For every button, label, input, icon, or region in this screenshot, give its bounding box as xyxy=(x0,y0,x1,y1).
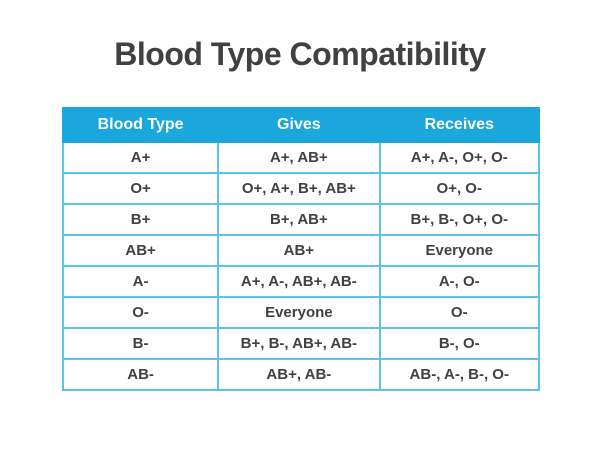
column-header-blood-type: Blood Type xyxy=(61,107,220,143)
table-cell-gives: A+, AB+ xyxy=(217,141,381,174)
table-row: B+ B+, AB+ B+, B-, O+, O- xyxy=(61,203,541,236)
table-row: O+ O+, A+, B+, AB+ O+, O- xyxy=(61,172,541,205)
table-cell-receives: B-, O- xyxy=(378,327,541,360)
table-cell-receives: AB-, A-, B-, O- xyxy=(378,358,541,391)
table-row: O- Everyone O- xyxy=(61,296,541,329)
table-cell-gives: B+, B-, AB+, AB- xyxy=(217,327,381,360)
table-cell-receives: Everyone xyxy=(378,234,541,267)
table-row: A- A+, A-, AB+, AB- A-, O- xyxy=(61,265,541,298)
table-row: AB- AB+, AB- AB-, A-, B-, O- xyxy=(61,358,541,391)
table-cell-blood-type: B- xyxy=(61,327,220,360)
table-row: A+ A+, AB+ A+, A-, O+, O- xyxy=(61,141,541,174)
table-cell-blood-type: A+ xyxy=(61,141,220,174)
table-cell-receives: B+, B-, O+, O- xyxy=(378,203,541,236)
table-cell-gives: A+, A-, AB+, AB- xyxy=(217,265,381,298)
table-cell-blood-type: O+ xyxy=(61,172,220,205)
table-cell-blood-type: B+ xyxy=(61,203,220,236)
table-header-row: Blood Type Gives Receives xyxy=(61,107,541,143)
blood-type-compatibility-table: Blood Type Gives Receives A+ A+, AB+ A+,… xyxy=(61,107,541,391)
table-cell-receives: O- xyxy=(378,296,541,329)
table-row: AB+ AB+ Everyone xyxy=(61,234,541,267)
table-cell-gives: AB+, AB- xyxy=(217,358,381,391)
page-title: Blood Type Compatibility xyxy=(114,36,486,72)
column-header-receives: Receives xyxy=(378,107,541,143)
table-cell-receives: A-, O- xyxy=(378,265,541,298)
table-cell-blood-type: A- xyxy=(61,265,220,298)
table-cell-receives: A+, A-, O+, O- xyxy=(378,141,541,174)
table-cell-blood-type: AB+ xyxy=(61,234,220,267)
table-cell-blood-type: AB- xyxy=(61,358,220,391)
table-cell-blood-type: O- xyxy=(61,296,220,329)
table-row: B- B+, B-, AB+, AB- B-, O- xyxy=(61,327,541,360)
table-cell-gives: Everyone xyxy=(217,296,381,329)
table-cell-gives: O+, A+, B+, AB+ xyxy=(217,172,381,205)
column-header-gives: Gives xyxy=(217,107,381,143)
table-cell-receives: O+, O- xyxy=(378,172,541,205)
table-cell-gives: AB+ xyxy=(217,234,381,267)
table-cell-gives: B+, AB+ xyxy=(217,203,381,236)
